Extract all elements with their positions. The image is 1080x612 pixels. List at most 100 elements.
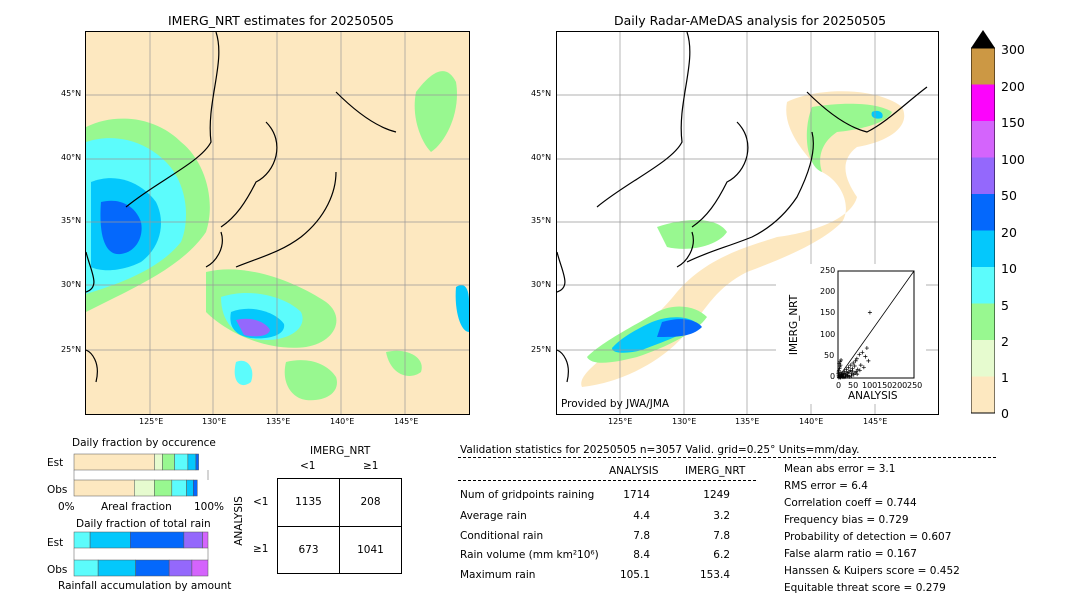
- contingency-col-ge1: ≥1: [363, 460, 379, 472]
- validation-row-analysis: 105.1: [619, 569, 650, 581]
- stack-segment: [73, 559, 99, 577]
- scatter-point: [864, 346, 869, 351]
- stack-segment: [193, 479, 198, 497]
- scatter-plot: [836, 270, 915, 380]
- validation-row-analysis: 7.8: [633, 530, 650, 542]
- cb-tick-300: 300: [1001, 42, 1025, 57]
- right-lat-40: 40°N: [531, 153, 552, 162]
- scatter-point: [848, 363, 853, 368]
- cb-tick-2: 2: [1001, 334, 1009, 349]
- contingency-cell-11: 1135: [295, 496, 322, 508]
- left-lat-40: 40°N: [61, 153, 82, 162]
- scatter-point: [855, 367, 860, 372]
- stack-segment: [202, 531, 209, 549]
- accumulation-title: Daily fraction of total rain: [76, 518, 211, 530]
- cb-tick-150: 150: [1001, 115, 1025, 130]
- cb-tick-1: 1: [1001, 370, 1009, 385]
- validation-row-analysis: 8.4: [633, 549, 650, 561]
- scatter-point: [860, 350, 865, 355]
- scatter-point: [850, 369, 855, 374]
- score-ets: Equitable threat score = 0.279: [784, 582, 946, 594]
- validation-row-label: Conditional rain: [460, 530, 544, 542]
- stack-segment: [89, 531, 131, 549]
- scatter-point: [843, 374, 848, 379]
- scatter-ytick-100: 100: [820, 330, 836, 339]
- stack-segment: [73, 531, 91, 549]
- scatter-point: [836, 368, 841, 373]
- scatter-point: [852, 364, 857, 369]
- score-hk: Hanssen & Kuipers score = 0.452: [784, 565, 960, 577]
- occurrence-bars: [73, 453, 209, 497]
- right-lon-125: 125°E: [608, 417, 633, 426]
- validation-row-imerg: 7.8: [713, 530, 730, 542]
- right-map-title: Daily Radar-AMeDAS analysis for 20250505: [614, 13, 887, 28]
- score-corr: Correlation coeff = 0.744: [784, 497, 917, 509]
- cb-tick-0: 0: [1001, 406, 1009, 421]
- occurrence-row-obs: Obs: [47, 484, 68, 496]
- accumulation-axis-label: Rainfall accumulation by amount: [58, 580, 232, 592]
- left-lon-125: 125°E: [139, 417, 164, 426]
- stack-connector: [73, 470, 209, 480]
- stack-segment: [162, 453, 175, 471]
- stack-segment: [174, 453, 189, 471]
- scatter-ytick-150: 150: [820, 308, 836, 317]
- colorbar-block: [971, 303, 995, 340]
- cb-tick-100: 100: [1001, 152, 1025, 167]
- scatter-xtick-150: 150: [877, 381, 893, 390]
- left-lon-140: 140°E: [330, 417, 355, 426]
- validation-row-imerg: 3.2: [713, 510, 730, 522]
- stack-segment: [186, 479, 194, 497]
- left-lat-30: 30°N: [61, 280, 82, 289]
- scatter-ytick-0: 0: [830, 372, 836, 381]
- scatter-point: [846, 370, 851, 375]
- contingency-grid: 1135 208 673 1041: [277, 478, 402, 574]
- stack-segment: [187, 453, 197, 471]
- scatter-point: [853, 370, 858, 375]
- stack-segment: [154, 479, 173, 497]
- scatter-point: [849, 373, 854, 378]
- validation-row-label: Num of gridpoints raining: [460, 489, 595, 501]
- accumulation-bars: [73, 531, 209, 577]
- validation-dashed-line: [458, 457, 996, 458]
- scatter-point: [837, 364, 842, 369]
- accumulation-row-obs: Obs: [47, 564, 68, 576]
- right-lat-30: 30°N: [531, 280, 552, 289]
- scatter-point: [844, 367, 849, 372]
- validation-header-underline: [458, 480, 756, 481]
- validation-row-label: Average rain: [460, 510, 527, 522]
- stack-segment: [171, 479, 187, 497]
- cb-tick-200: 200: [1001, 79, 1025, 94]
- colorbar-block: [971, 48, 995, 85]
- scatter-point: [863, 354, 868, 359]
- scatter-ylabel: IMERG_NRT: [788, 294, 801, 356]
- cb-tick-5: 5: [1001, 298, 1009, 313]
- scatter-point: [857, 352, 862, 357]
- right-lat-25: 25°N: [531, 345, 552, 354]
- right-lat-45: 45°N: [531, 89, 552, 98]
- scatter-point: [857, 368, 862, 373]
- scatter-xtick-0: 0: [836, 381, 842, 390]
- validation-header: Validation statistics for 20250505 n=305…: [460, 444, 860, 456]
- right-lon-130: 130°E: [672, 417, 697, 426]
- stack-segment: [195, 453, 199, 471]
- contingency-col-title: IMERG_NRT: [310, 445, 371, 457]
- stack-segment: [73, 453, 155, 471]
- left-map-canvas: [86, 32, 469, 414]
- validation-row-imerg: 6.2: [713, 549, 730, 561]
- scatter-point: [858, 363, 863, 368]
- stack-segment: [191, 559, 209, 577]
- validation-row-analysis: 4.4: [633, 510, 650, 522]
- scatter-point: [845, 373, 850, 378]
- scatter-xtick-250: 250: [907, 381, 923, 390]
- right-lat-35: 35°N: [531, 216, 552, 225]
- scatter-ytick-250: 250: [820, 266, 836, 275]
- occurrence-axis-mid: Areal fraction: [101, 501, 172, 513]
- left-lat-45: 45°N: [61, 89, 82, 98]
- accumulation-row-est: Est: [47, 537, 64, 549]
- validation-row-label: Maximum rain: [460, 569, 536, 581]
- contingency-cell-12: 208: [360, 496, 381, 508]
- colorbar-block: [971, 230, 995, 267]
- scatter-xlabel: ANALYSIS: [848, 390, 898, 402]
- score-pod: Probability of detection = 0.607: [784, 531, 952, 543]
- contingency-cell-22: 1041: [357, 544, 384, 556]
